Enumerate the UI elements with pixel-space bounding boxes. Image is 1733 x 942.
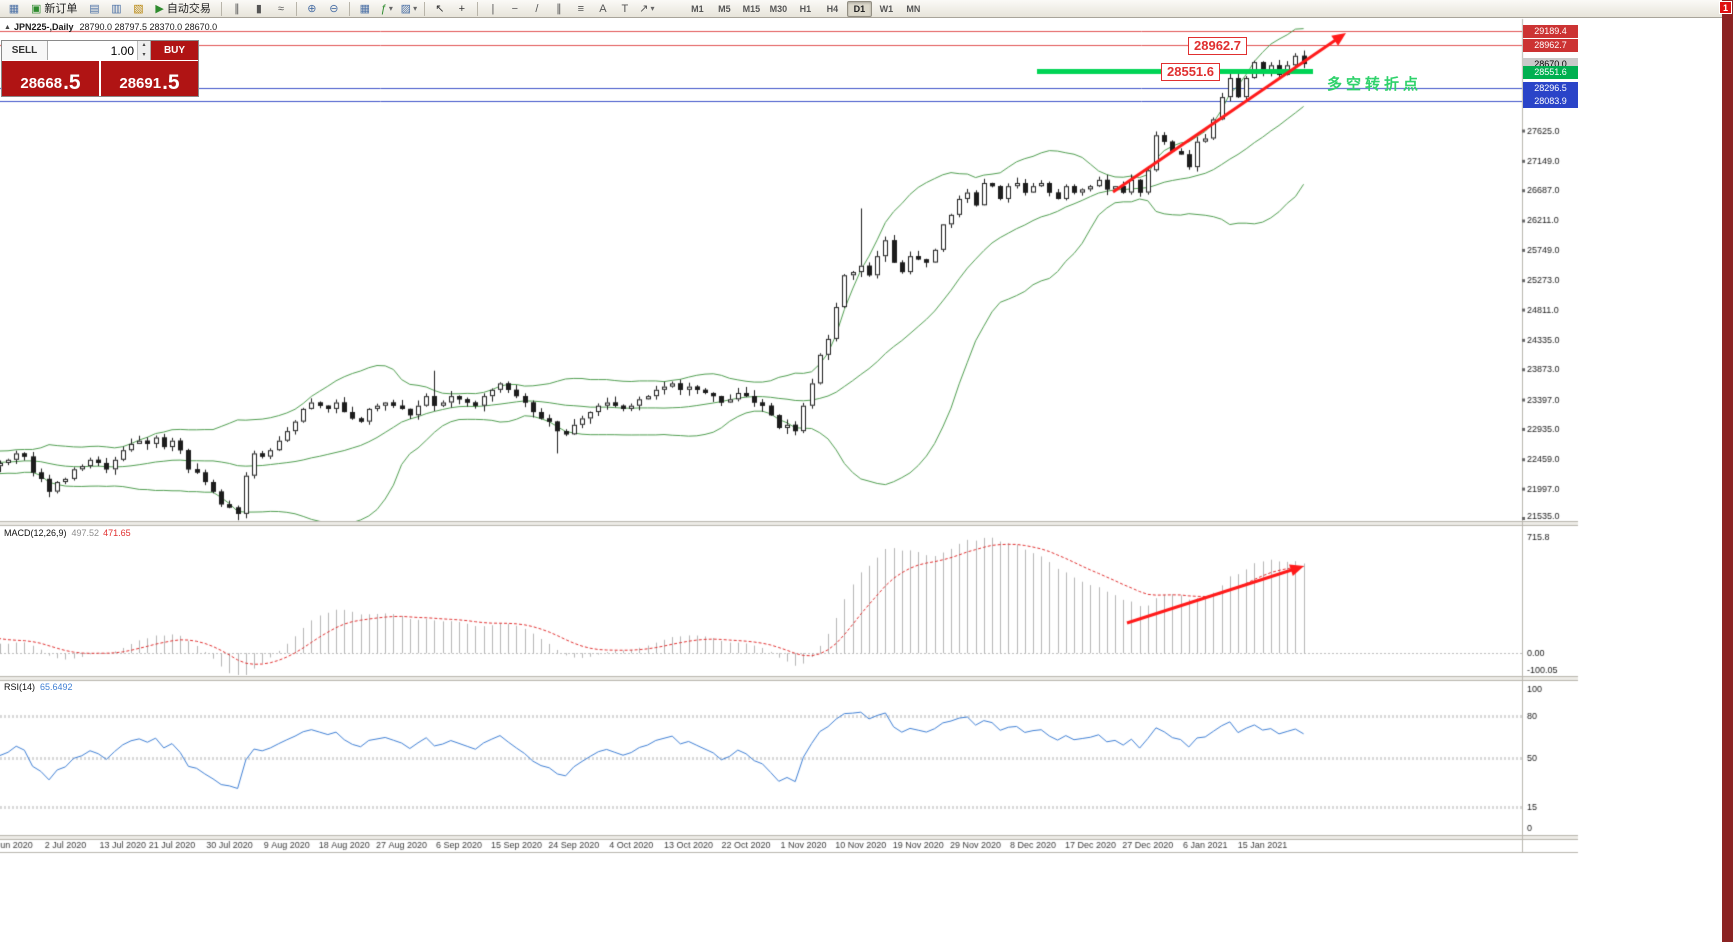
ask-main: 28691 [119, 75, 162, 92]
macd-name: MACD(12,26,9) [4, 528, 67, 538]
vertical-scrollbar[interactable] [1722, 0, 1733, 942]
symbol-triangle-icon: ▲ [4, 23, 11, 31]
toolbar-items: ▦ ▣ 新订单 ▤ ▥ ▧ ▶ 自动交易 ∥ ▮ ≈ ⊕ ⊖ ▦ ƒ ▾ ▨ ▾ ↖ + | − / ∥ ≡ A T ↗ ▾ [3, 0, 658, 18]
timeframe-button-d1[interactable]: D1 [846, 0, 872, 17]
fibonacci-icon[interactable]: ≡ [577, 2, 585, 15]
support-price-label: 28551.6 [1161, 63, 1220, 81]
toolbar-separator [220, 1, 222, 16]
chart-title: ▲ JPN225-,Daily 28790.0 28797.5 28370.0 … [4, 22, 217, 32]
sell-button[interactable]: SELL [2, 41, 48, 60]
turning-point-label: 多空转折点 [1327, 76, 1423, 93]
timeframe-button-m15[interactable]: M15 [742, 3, 761, 14]
cursor-icon[interactable]: ↖ [435, 2, 445, 15]
price-tag: 29189.4 [1523, 25, 1578, 38]
toolbar-separator [423, 1, 425, 16]
volume-decrease-button[interactable]: ▾ [138, 50, 150, 60]
bid-price-button[interactable]: 28668.5 [2, 61, 101, 96]
trendline-icon[interactable]: / [535, 2, 539, 15]
timeframe-button-mn[interactable]: MN [906, 3, 921, 14]
ask-price-button[interactable]: 28691.5 [101, 61, 198, 96]
rsi-name: RSI(14) [4, 682, 36, 692]
volume-increase-button[interactable]: ▴ [138, 41, 150, 51]
macd-main-value: 497.52 [71, 528, 100, 538]
label-icon[interactable]: T [621, 2, 629, 15]
bid-pips: .5 [63, 71, 81, 94]
line-chart-icon[interactable]: ≈ [277, 2, 284, 15]
market-watch-icon[interactable]: ▤ [89, 2, 100, 15]
bid-main: 28668 [20, 75, 63, 92]
price-tag: 28296.5 [1523, 81, 1578, 95]
price-tag: 28083.9 [1523, 95, 1578, 109]
toolbar-separator [476, 1, 478, 16]
vertical-line-icon[interactable]: | [491, 2, 495, 15]
autotrading-button[interactable]: ▶ 自动交易 [155, 2, 211, 15]
horizontal-line-icon[interactable]: − [511, 2, 519, 15]
arrows-tool-icon[interactable]: ↗ ▾ [639, 2, 655, 15]
text-icon[interactable]: A [599, 2, 607, 15]
macd-indicator-label: MACD(12,26,9) 497.52 471.65 [4, 528, 131, 538]
navigator-icon[interactable]: ▧ [133, 2, 144, 15]
volume-input[interactable] [48, 41, 137, 60]
ohlc-values: 28790.0 28797.5 28370.0 28670.0 [79, 22, 218, 32]
one-click-trading-panel: SELL ▴ ▾ BUY 28668.5 28691.5 [1, 40, 199, 97]
toolbar: ▦ ▣ 新订单 ▤ ▥ ▧ ▶ 自动交易 ∥ ▮ ≈ ⊕ ⊖ ▦ ƒ ▾ ▨ ▾ ↖ + | − / ∥ ≡ A T ↗ ▾ M1 M5… [0, 0, 1722, 18]
data-window-icon[interactable]: ▥ [111, 2, 122, 15]
toolbar-separator [348, 1, 350, 16]
toolbar-separator [295, 1, 297, 16]
volume-stepper: ▴ ▾ [48, 41, 151, 60]
price-tag: 28962.7 [1523, 39, 1578, 53]
buy-button[interactable]: BUY [151, 41, 198, 60]
zoom-out-icon[interactable]: ⊖ [329, 2, 339, 15]
timeframe-button-w1[interactable]: W1 [879, 3, 894, 14]
timeframe-button-m30[interactable]: M30 [769, 3, 788, 14]
macd-signal-value: 471.65 [103, 528, 131, 538]
candlestick-chart-icon[interactable]: ▮ [255, 2, 262, 15]
timeframe-button-m5[interactable]: M5 [718, 3, 731, 14]
channel-icon[interactable]: ∥ [556, 2, 562, 15]
bars-chart-icon[interactable]: ∥ [234, 2, 240, 15]
timeframe-button-h1[interactable]: H1 [799, 3, 812, 14]
rsi-indicator-label: RSI(14) 65.6492 [4, 682, 73, 692]
timeframe-button-m1[interactable]: M1 [691, 3, 704, 14]
timeframe-group: M1 M5 M15 M30 H1 H4 D1 W1 MN [684, 0, 927, 17]
volume-spinner: ▴ ▾ [137, 41, 150, 60]
timeframe-button-h4[interactable]: H4 [826, 3, 839, 14]
crosshair-icon[interactable]: + [458, 2, 466, 15]
resistance-price-label: 28962.7 [1188, 37, 1247, 55]
zoom-in-icon[interactable]: ⊕ [307, 2, 317, 15]
rsi-value: 65.6492 [40, 682, 73, 692]
new-chart-icon[interactable]: ▦ [8, 2, 20, 15]
notification-badge[interactable]: 1 [1719, 1, 1732, 14]
ask-pips: .5 [162, 71, 180, 94]
new-order-button[interactable]: ▣ 新订单 [31, 2, 78, 15]
tile-windows-icon[interactable]: ▦ [359, 2, 371, 15]
indicators-button[interactable]: ƒ ▾ [380, 2, 393, 15]
price-tag: 28551.6 [1523, 65, 1578, 79]
templates-button[interactable]: ▨ ▾ [400, 2, 418, 15]
symbol-name: JPN225-,Daily [13, 22, 74, 32]
